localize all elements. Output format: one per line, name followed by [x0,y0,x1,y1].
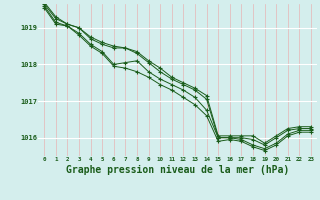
X-axis label: Graphe pression niveau de la mer (hPa): Graphe pression niveau de la mer (hPa) [66,165,289,175]
